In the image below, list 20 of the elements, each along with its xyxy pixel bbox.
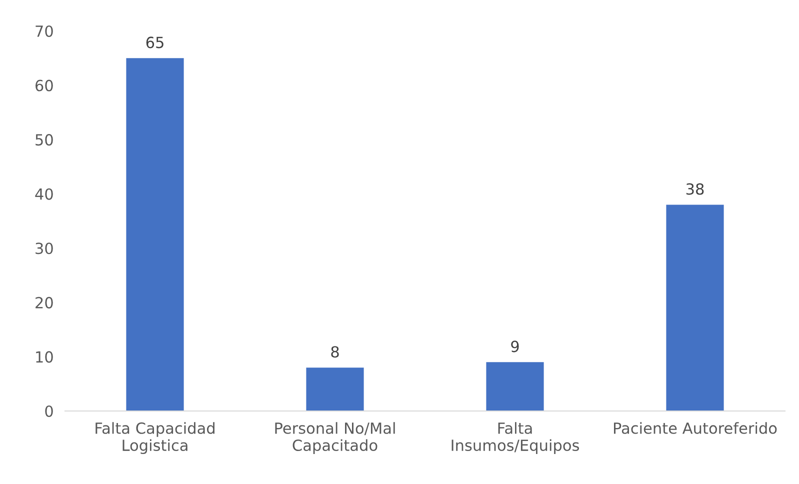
x-tick-label: Falta Insumos/Equipos — [452, 422, 579, 454]
y-tick-label: 10 — [36, 351, 53, 363]
y-tick-label: 0 — [45, 405, 53, 418]
bar — [666, 204, 724, 411]
x-tick-label: Paciente Autoreferido — [614, 422, 777, 434]
y-tick-label: 40 — [35, 188, 53, 200]
data-label: 65 — [146, 36, 164, 48]
y-tick-label: 70 — [36, 25, 53, 38]
data-label: 9 — [511, 340, 519, 352]
bar — [486, 362, 544, 411]
x-tick-label: Falta Capacidad Logistica — [96, 422, 214, 454]
y-tick-label: 50 — [36, 134, 53, 146]
bar — [306, 368, 364, 411]
x-tick-label: Personal No/Mal Capacitado — [275, 422, 395, 454]
data-label: 38 — [686, 183, 704, 195]
data-label: 8 — [331, 346, 339, 358]
bar — [126, 58, 184, 411]
y-tick-label: 30 — [36, 242, 53, 254]
y-tick-label: 60 — [36, 80, 53, 92]
y-tick-label: 20 — [36, 296, 53, 308]
